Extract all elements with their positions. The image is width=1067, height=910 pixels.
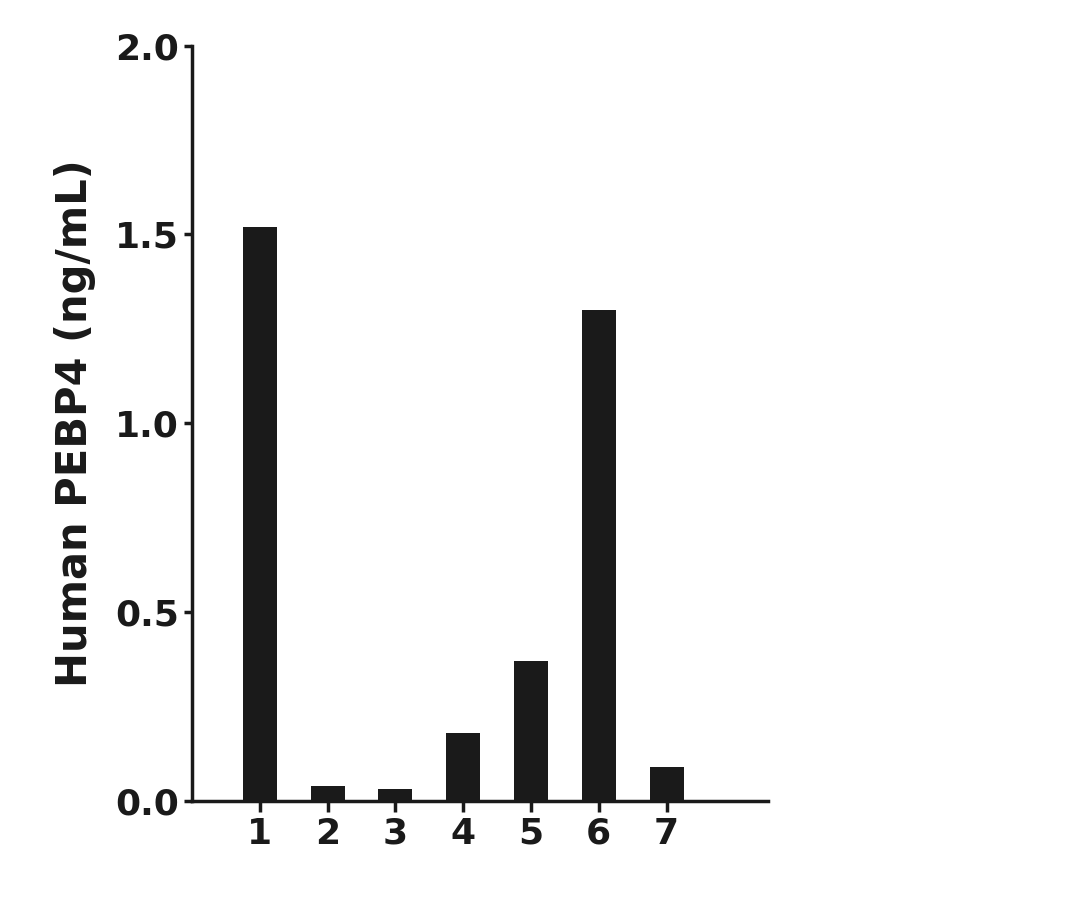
Bar bbox=[582, 309, 616, 801]
Bar bbox=[379, 790, 412, 801]
Bar bbox=[310, 785, 345, 801]
Bar bbox=[514, 661, 548, 801]
Y-axis label: Human PEBP4 (ng/mL): Human PEBP4 (ng/mL) bbox=[53, 159, 96, 687]
Bar bbox=[243, 227, 276, 801]
Bar bbox=[650, 767, 684, 801]
Bar bbox=[446, 733, 480, 801]
